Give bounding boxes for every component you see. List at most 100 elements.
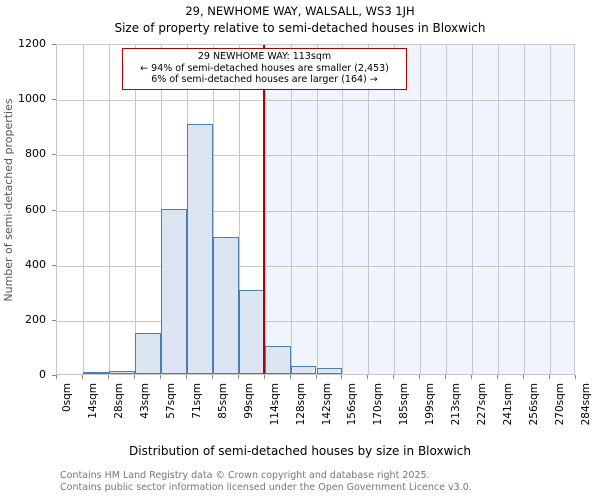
x-tick-mark: [315, 375, 317, 379]
x-tick-label: 43sqm: [138, 383, 151, 419]
footer-attribution: Contains HM Land Registry data © Crown c…: [60, 470, 472, 493]
y-tick-mark: [52, 319, 56, 321]
x-tick-mark: [56, 375, 57, 379]
x-tick-label: 114sqm: [268, 383, 281, 426]
histogram-bar: [134, 332, 161, 374]
x-tick-mark: [133, 375, 135, 379]
x-tick-mark: [289, 375, 291, 379]
gridline: [108, 45, 110, 374]
annotation-box: 29 NEWHOME WAY: 113sqm ← 94% of semi-det…: [122, 48, 407, 90]
gridline: [57, 210, 574, 212]
x-tick-label: 199sqm: [424, 383, 437, 426]
x-tick-mark: [549, 375, 551, 379]
x-tick-label: 85sqm: [216, 383, 229, 419]
gridline: [446, 45, 448, 374]
histogram-bar: [186, 123, 213, 374]
gridline: [524, 45, 526, 374]
histogram-bar: [82, 372, 109, 374]
y-tick-label: 800: [25, 147, 46, 161]
x-tick-label: 156sqm: [346, 383, 359, 426]
annotation-line-3: 6% of semi-detached houses are larger (1…: [151, 74, 378, 85]
property-marker-line: [262, 45, 265, 374]
x-tick-label: 14sqm: [86, 383, 99, 419]
gridline: [498, 45, 500, 374]
y-tick-mark: [52, 154, 56, 156]
x-tick-mark: [107, 375, 109, 379]
y-tick-mark: [52, 44, 56, 45]
x-tick-label: 270sqm: [554, 383, 567, 426]
y-tick-label: 200: [25, 312, 46, 326]
x-tick-mark: [471, 375, 473, 379]
gridline: [82, 45, 84, 374]
histogram-bar: [316, 367, 343, 374]
gridline: [134, 45, 136, 374]
gridline: [57, 100, 574, 102]
x-tick-label: 71sqm: [190, 383, 203, 419]
gridline: [342, 45, 344, 374]
y-tick-label: 1000: [18, 92, 46, 106]
x-tick-mark: [393, 375, 395, 379]
x-tick-label: 142sqm: [320, 383, 333, 426]
gridline: [290, 45, 292, 374]
y-tick-label: 400: [25, 257, 46, 271]
x-tick-mark: [367, 375, 369, 379]
page-subtitle: Size of property relative to semi-detach…: [114, 21, 486, 35]
gridline: [264, 45, 266, 374]
x-tick-label: 128sqm: [294, 383, 307, 426]
footer-line-1: Contains HM Land Registry data © Crown c…: [60, 470, 430, 481]
x-tick-mark: [445, 375, 447, 379]
gridline: [57, 320, 574, 322]
x-tick-label: 99sqm: [242, 383, 255, 419]
x-tick-mark: [575, 375, 576, 379]
x-tick-mark: [341, 375, 343, 379]
y-tick-mark: [52, 264, 56, 266]
x-axis-title: Distribution of semi-detached houses by …: [129, 444, 471, 458]
x-tick-label: 170sqm: [372, 383, 385, 426]
x-tick-mark: [185, 375, 187, 379]
annotation-line-2: ← 94% of semi-detached houses are smalle…: [140, 62, 389, 74]
x-tick-mark: [263, 375, 265, 379]
x-tick-label: 0sqm: [61, 383, 73, 413]
x-tick-mark: [81, 375, 83, 379]
x-tick-label: 57sqm: [164, 383, 177, 419]
gridline: [57, 155, 574, 157]
histogram-bar: [238, 289, 265, 374]
x-tick-label: 28sqm: [112, 383, 125, 419]
gridline: [394, 45, 396, 374]
gridline: [420, 45, 422, 374]
histogram-bar: [160, 208, 187, 374]
x-tick-mark: [497, 375, 499, 379]
gridline: [238, 45, 240, 374]
y-tick-mark: [52, 99, 56, 101]
x-tick-label: 227sqm: [476, 383, 489, 426]
histogram-bar: [212, 236, 239, 374]
x-tick-mark: [523, 375, 525, 379]
x-tick-mark: [419, 375, 421, 379]
y-tick-label: 1200: [18, 37, 46, 50]
x-tick-label: 284sqm: [580, 383, 592, 426]
gridline: [316, 45, 318, 374]
x-tick-label: 185sqm: [398, 383, 411, 426]
page-title: 29, NEWHOME WAY, WALSALL, WS3 1JH: [185, 4, 415, 18]
y-tick-label: 0: [39, 368, 46, 381]
larger-region-shading: [263, 45, 574, 374]
x-tick-label: 213sqm: [450, 383, 463, 426]
footer-line-2: Contains public sector information licen…: [60, 481, 472, 493]
y-tick-mark: [52, 209, 56, 211]
x-tick-mark: [159, 375, 161, 379]
gridline: [57, 265, 574, 267]
histogram-bar: [108, 371, 135, 374]
annotation-line-1: 29 NEWHOME WAY: 113sqm: [197, 51, 332, 62]
gridline: [212, 45, 214, 374]
x-tick-mark: [237, 375, 239, 379]
plot-area: [56, 44, 575, 375]
y-tick-label: 600: [25, 202, 46, 216]
y-tick-mark: [52, 375, 56, 376]
x-tick-mark: [211, 375, 213, 379]
histogram-bar: [264, 346, 291, 374]
gridline: [550, 45, 552, 374]
histogram-bar: [290, 366, 317, 374]
gridline: [472, 45, 474, 374]
x-tick-label: 241sqm: [502, 383, 515, 426]
